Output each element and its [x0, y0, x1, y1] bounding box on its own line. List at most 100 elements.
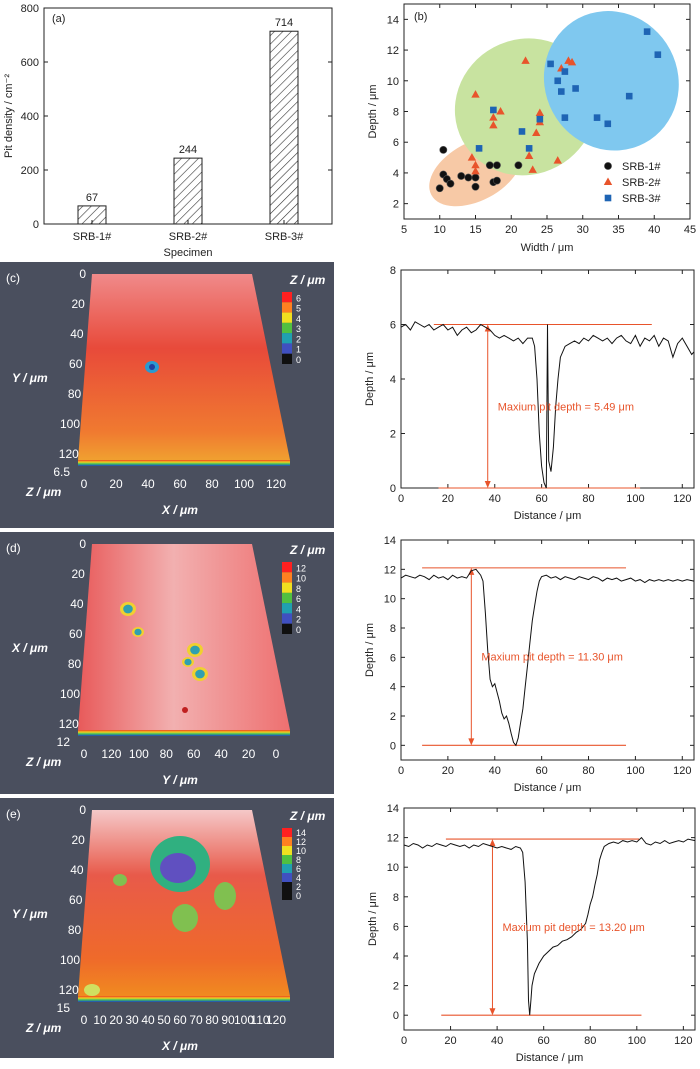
x-tick-label: 10: [434, 224, 446, 236]
x-axis-label: Distance / μm: [516, 1052, 583, 1064]
colorbar-swatch: [282, 592, 292, 604]
point-srb2: [471, 166, 480, 175]
y-tick-label: 0: [79, 803, 86, 817]
colorbar-tick: 0: [296, 355, 301, 365]
point-srb2: [535, 108, 545, 117]
y-tick-label: 6: [393, 137, 399, 149]
y-axis-label: Depth / μm: [367, 892, 379, 946]
y-tick-label: 2: [390, 711, 396, 723]
colorbar-tick: 14: [296, 828, 306, 838]
depth-profile-line: [400, 321, 695, 489]
x-tick-label: 70: [189, 1013, 203, 1027]
y-tick-label: 800: [21, 3, 39, 15]
colorbar-unit: Z / μm: [289, 809, 326, 823]
colorbar-tick: 6: [296, 864, 301, 874]
y-tick-label: 2: [393, 199, 399, 211]
x-tick-label: 60: [173, 1013, 187, 1027]
point-srb3: [490, 106, 497, 114]
pit-mark: [113, 874, 127, 886]
surface-edge: [78, 996, 290, 1002]
x-tick-label: 60: [187, 747, 201, 761]
category-label: SRB-3#: [265, 231, 304, 243]
y-tick-label: 6: [393, 921, 399, 933]
y-tick-label: 4: [393, 951, 399, 963]
colorbar-swatch: [282, 572, 292, 583]
category-label: SRB-1#: [73, 231, 112, 243]
chart-d-profile: 0 20 40 60 80 100 120 0 2 4 6 8 10 12 14 Maxium pit dep…: [364, 535, 695, 794]
colorbar-tick: 8: [296, 584, 301, 594]
y-tick-label: 0: [390, 740, 396, 752]
y-tick-label: 14: [384, 535, 396, 547]
x-tick-label: 40: [141, 477, 155, 491]
legend-label: SRB-2#: [622, 177, 661, 189]
surface-edge: [78, 460, 290, 466]
y-tick-label: 40: [70, 597, 84, 611]
point-srb3: [572, 85, 579, 92]
x-tick-label: 40: [489, 765, 501, 777]
y-tick-label: 60: [69, 893, 83, 907]
point-srb3: [643, 28, 651, 35]
y-tick-label: 100: [60, 417, 80, 431]
colorbar-tick: 10: [296, 846, 306, 856]
colorbar-swatch: [282, 846, 292, 855]
max-depth-annotation: Maxium pit depth = 5.49 μm: [498, 401, 634, 413]
x-tick-label: 40: [489, 493, 501, 505]
y-tick-label: 80: [68, 657, 82, 671]
y-tick-label: 0: [393, 1010, 399, 1022]
point-srb2: [532, 128, 541, 136]
y-tick-label: 0: [79, 537, 86, 551]
colorbar-swatch: [282, 855, 292, 864]
colorbar-tick: 12: [296, 837, 306, 847]
x-tick-label: 80: [205, 477, 219, 491]
panel-tag: (a): [52, 13, 65, 25]
point-srb2: [521, 56, 530, 64]
x-tick-label: 60: [538, 1035, 550, 1047]
x-tick-label: 0: [81, 1013, 88, 1027]
point-srb1: [471, 182, 480, 191]
point-srb2: [524, 151, 534, 160]
x-tick-label: 0: [398, 493, 404, 505]
point-srb3: [604, 120, 612, 128]
pit-mark: [214, 882, 236, 910]
surface-edge: [78, 730, 290, 736]
point-srb2: [528, 165, 537, 173]
x-tick-label: 10: [93, 1013, 107, 1027]
y-tick-label: 14: [387, 14, 399, 26]
y-tick-label: 20: [71, 567, 85, 581]
colorbar-swatch: [282, 864, 292, 873]
point-srb3: [604, 194, 612, 202]
y-tick-label: 10: [387, 862, 399, 874]
x-tick-label: 20: [442, 765, 454, 777]
point-srb2: [471, 160, 480, 169]
colorbar-swatch: [282, 613, 292, 624]
colorbar-tick: 8: [296, 855, 301, 865]
arrow-head-bottom: [489, 1008, 496, 1016]
x-tick-label: 0: [273, 747, 280, 761]
x-tick-label: 90: [221, 1013, 235, 1027]
colorbar-swatch: [282, 837, 292, 846]
arrow-head-top: [484, 324, 491, 332]
colorbar-unit: Z / μm: [289, 543, 326, 557]
point-srb1: [446, 179, 455, 188]
colorbar-swatch: [282, 302, 292, 313]
panel-tag: (b): [414, 11, 427, 23]
z-axis-label: Z / μm: [25, 1021, 62, 1035]
max-depth-annotation: Maxium pit depth = 11.30 μm: [481, 652, 623, 664]
point-srb3: [561, 68, 569, 75]
point-srb2: [553, 156, 562, 164]
colorbar-swatch: [282, 353, 292, 364]
x-tick-label: 0: [398, 765, 404, 777]
colorbar-swatch: [282, 891, 292, 900]
bar-value-label: 67: [86, 192, 98, 204]
point-srb1: [493, 161, 501, 170]
y-tick-label: 6: [390, 320, 396, 332]
y-axis-label: Pit density / cm⁻²: [3, 74, 15, 158]
x-axis-label: X / μm: [161, 503, 198, 517]
x-tick-label: 120: [674, 1035, 692, 1047]
x-axis-label: Distance / μm: [514, 782, 581, 794]
x-tick-label: 60: [536, 493, 548, 505]
point-srb3: [547, 60, 554, 68]
x-tick-label: 80: [160, 747, 174, 761]
y-tick-label: 20: [71, 297, 85, 311]
